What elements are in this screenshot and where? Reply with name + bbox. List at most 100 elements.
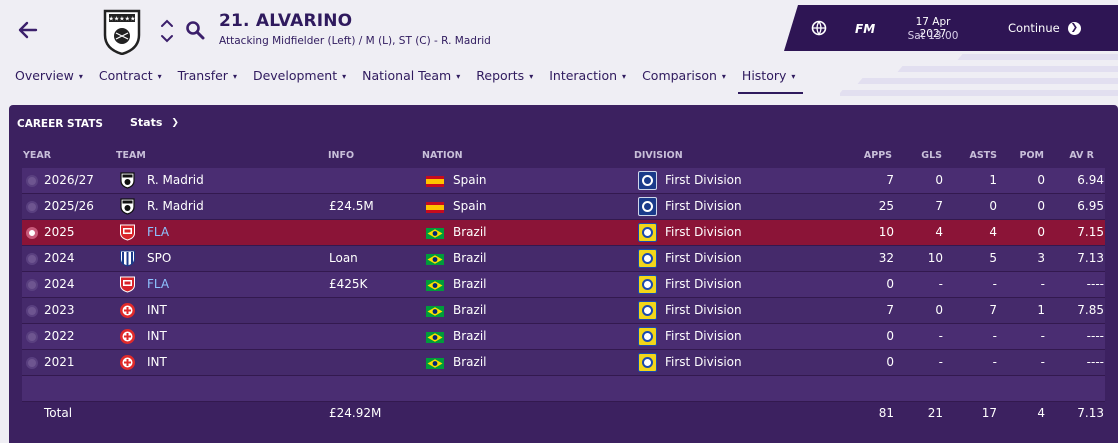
flag-icon (426, 280, 444, 291)
club-badge-icon[interactable] (119, 354, 136, 371)
cell-nation[interactable]: Brazil (453, 251, 487, 265)
cell-nation[interactable]: Spain (453, 173, 487, 187)
search-icon[interactable] (185, 20, 205, 40)
player-nav-arrows[interactable] (160, 17, 174, 45)
cell-nation[interactable]: Spain (453, 199, 487, 213)
col-nation[interactable]: NATION (422, 150, 463, 161)
chevron-down-icon: ▾ (622, 72, 627, 81)
cell-year: 2026/27 (44, 173, 94, 187)
club-badge-icon[interactable] (119, 302, 136, 319)
col-av-rating[interactable]: AV R (1069, 150, 1094, 161)
cell-division[interactable]: First Division (665, 329, 742, 343)
table-row[interactable]: 2026/27 R. Madrid Spain First Division 7 0 1 0 6… (22, 168, 1105, 194)
player-position-club: Attacking Midfielder (Left) / M (L), ST … (219, 35, 491, 47)
cell-asts: 5 (989, 251, 997, 265)
row-select-radio[interactable] (26, 227, 38, 239)
tab-development[interactable]: Development ▾ (252, 68, 347, 83)
cell-avr: 7.15 (1077, 225, 1104, 239)
division-logo-icon (638, 249, 657, 268)
panel-title: CAREER STATS (17, 118, 103, 130)
cell-division[interactable]: First Division (665, 277, 742, 291)
cell-nation[interactable]: Brazil (453, 355, 487, 369)
cell-division[interactable]: First Division (665, 199, 742, 213)
col-apps[interactable]: APPS (863, 150, 892, 161)
total-pom: 4 (1037, 406, 1045, 420)
division-logo-icon (638, 301, 657, 320)
cell-team[interactable]: FLA (147, 225, 170, 239)
table-row[interactable]: 2025/26 R. Madrid £24.5M Spain First Divisio… (22, 194, 1105, 220)
continue-button[interactable]: Continue ❯ (1008, 18, 1081, 38)
flag-icon (426, 228, 444, 239)
tab-reports[interactable]: Reports ▾ (476, 68, 534, 83)
col-asts[interactable]: ASTS (969, 150, 997, 161)
tab-history[interactable]: History ▾ (737, 68, 803, 94)
division-logo-icon (638, 275, 657, 294)
row-select-radio[interactable] (26, 331, 38, 343)
cell-year: 2024 (44, 251, 75, 265)
total-info: £24.92M (329, 406, 382, 420)
back-arrow-icon[interactable] (16, 18, 40, 42)
row-select-radio[interactable] (26, 201, 38, 213)
row-select-radio[interactable] (26, 279, 38, 291)
row-select-radio[interactable] (26, 357, 38, 369)
globe-icon[interactable] (811, 20, 827, 36)
cell-division[interactable]: First Division (665, 251, 742, 265)
cell-asts: 7 (989, 303, 997, 317)
row-select-radio[interactable] (26, 305, 38, 317)
cell-division[interactable]: First Division (665, 303, 742, 317)
tab-comparison[interactable]: Comparison ▾ (642, 68, 726, 83)
table-row[interactable]: 2021 INT Brazil First Division 0- - - ---- (22, 350, 1105, 376)
club-badge-icon[interactable] (119, 328, 136, 345)
cell-team: R. Madrid (147, 199, 204, 213)
division-logo-icon (638, 223, 657, 242)
table-row[interactable]: 2022 INT Brazil First Division 0- - - ---- (22, 324, 1105, 350)
cell-team[interactable]: FLA (147, 277, 170, 291)
cell-year: 2024 (44, 277, 75, 291)
row-select-radio[interactable] (26, 253, 38, 265)
total-row: Total £24.92M 81 21 17 4 7.13 (22, 401, 1105, 427)
cell-division[interactable]: First Division (665, 225, 742, 239)
cell-nation[interactable]: Brazil (453, 225, 487, 239)
total-avr: 7.13 (1077, 406, 1104, 420)
cell-year: 2023 (44, 303, 75, 317)
cell-apps: 32 (878, 251, 894, 265)
club-badge-icon[interactable] (119, 198, 136, 215)
tab-interaction[interactable]: Interaction ▾ (549, 68, 627, 83)
col-team[interactable]: TEAM (116, 150, 146, 161)
cell-avr: 6.95 (1077, 199, 1104, 213)
cell-gls: 0 (935, 303, 943, 317)
club-badge-icon[interactable] (119, 250, 136, 267)
tab-transfer[interactable]: Transfer ▾ (177, 68, 237, 83)
table-row[interactable]: 2025 FLA Brazil First Division 10 4 4 0 7.15 (22, 220, 1105, 246)
flag-icon (426, 254, 444, 265)
cell-nation[interactable]: Brazil (453, 329, 487, 343)
cell-division[interactable]: First Division (665, 355, 742, 369)
tab-national-team[interactable]: National Team ▾ (362, 68, 461, 83)
continue-arrow-icon: ❯ (1067, 21, 1081, 35)
col-gls[interactable]: GLS (921, 150, 942, 161)
cell-team: INT (147, 355, 167, 369)
col-pom[interactable]: POM (1019, 150, 1045, 161)
table-row[interactable]: 2024 SPO Loan Brazil First Division 32 10 5 3 7.1… (22, 246, 1105, 272)
table-row[interactable]: 2023 INT Brazil First Division 7 0 7 1 7.85 (22, 298, 1105, 324)
stats-view-dropdown[interactable]: Stats ❯ (130, 116, 179, 129)
club-badge-icon[interactable] (119, 172, 136, 189)
cell-nation[interactable]: Brazil (453, 277, 487, 291)
cell-avr: ---- (1086, 355, 1104, 369)
flag-icon (426, 358, 444, 369)
col-division[interactable]: DIVISION (634, 150, 683, 161)
club-badge-icon[interactable] (119, 276, 136, 293)
col-year[interactable]: YEAR (23, 150, 52, 161)
cell-division[interactable]: First Division (665, 173, 742, 187)
fm-logo[interactable]: FM (855, 22, 876, 36)
table-row[interactable]: 2024 FLA £425K Brazil First Division 0- - - ---- (22, 272, 1105, 298)
row-select-radio[interactable] (26, 175, 38, 187)
chevron-down-icon: ▾ (232, 72, 237, 81)
tab-contract[interactable]: Contract ▾ (98, 68, 162, 83)
cell-nation[interactable]: Brazil (453, 303, 487, 317)
division-logo-icon (638, 353, 657, 372)
club-badge-icon[interactable] (119, 224, 136, 241)
tab-overview[interactable]: Overview ▾ (15, 68, 83, 83)
game-date: 17 Apr 2027 (915, 16, 951, 40)
col-info[interactable]: INFO (328, 150, 355, 161)
